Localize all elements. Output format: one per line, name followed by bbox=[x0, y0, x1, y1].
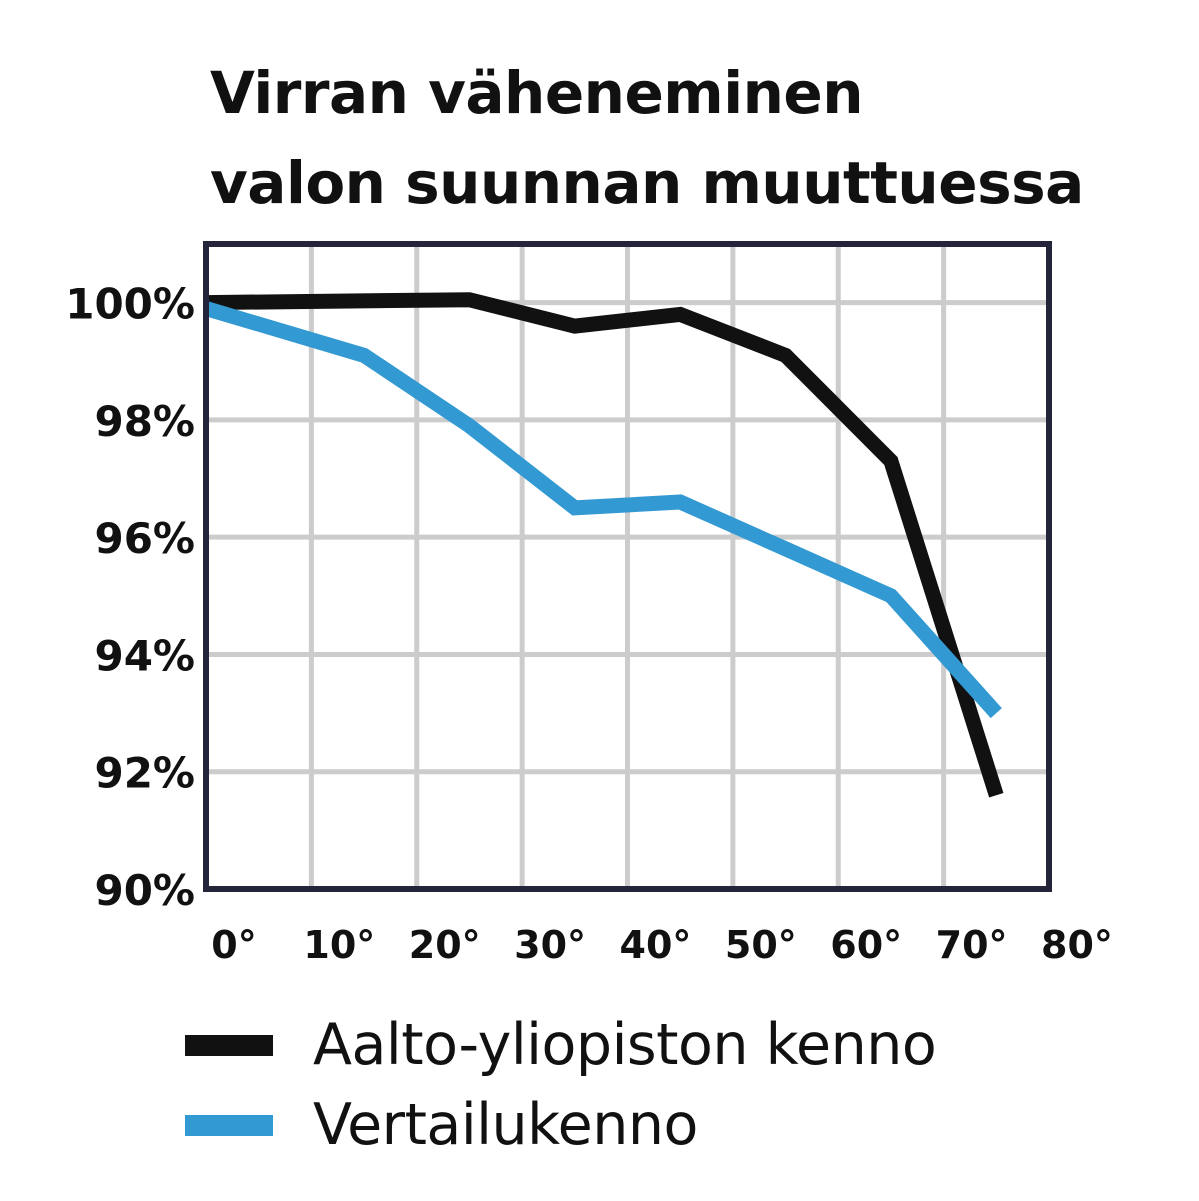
x-tick-label: 10° bbox=[303, 923, 375, 967]
grid-lines bbox=[206, 244, 1049, 889]
legend-swatch-aalto bbox=[185, 1034, 273, 1056]
legend-item-vertailu: Vertailukenno bbox=[185, 1085, 1165, 1165]
x-tick-label: 70° bbox=[936, 923, 1008, 967]
legend: Aalto-yliopiston kenno Vertailukenno bbox=[185, 1005, 1165, 1165]
plot-frame bbox=[203, 241, 1052, 892]
legend-label-vertailu: Vertailukenno bbox=[313, 1092, 698, 1158]
y-tick-label: 94% bbox=[94, 631, 195, 680]
legend-swatch-vertailu bbox=[185, 1114, 273, 1136]
series-line-1 bbox=[203, 301, 1002, 719]
legend-item-aalto: Aalto-yliopiston kenno bbox=[185, 1005, 1165, 1085]
x-tick-label: 60° bbox=[830, 923, 902, 967]
x-tick-label: 50° bbox=[725, 923, 797, 967]
y-tick-label: 96% bbox=[94, 514, 195, 563]
x-axis-tick-labels: 0° 10° 20° 30° 40° 50° 60° 70° 80° bbox=[211, 923, 1113, 967]
y-tick-label: 100% bbox=[65, 280, 195, 329]
y-tick-label: 98% bbox=[94, 397, 195, 446]
chart-title-line-1: Virran väheneminen bbox=[210, 59, 864, 127]
legend-label-aalto: Aalto-yliopiston kenno bbox=[313, 1012, 937, 1078]
x-tick-label: 40° bbox=[620, 923, 692, 967]
x-tick-label: 20° bbox=[409, 923, 481, 967]
chart-title-line-2: valon suunnan muuttuessa bbox=[210, 149, 1084, 217]
x-tick-label: 80° bbox=[1041, 923, 1113, 967]
x-tick-label: 0° bbox=[211, 923, 256, 967]
y-tick-label: 92% bbox=[94, 749, 195, 798]
series-line-0 bbox=[205, 292, 1004, 798]
x-tick-label: 30° bbox=[514, 923, 586, 967]
series-lines bbox=[203, 292, 1004, 798]
chart-title: Virran väheneminen valon suunnan muuttue… bbox=[210, 48, 1170, 228]
y-tick-label: 90% bbox=[94, 866, 195, 915]
y-axis-tick-labels: 90% 92% 94% 96% 98% 100% bbox=[65, 280, 195, 915]
